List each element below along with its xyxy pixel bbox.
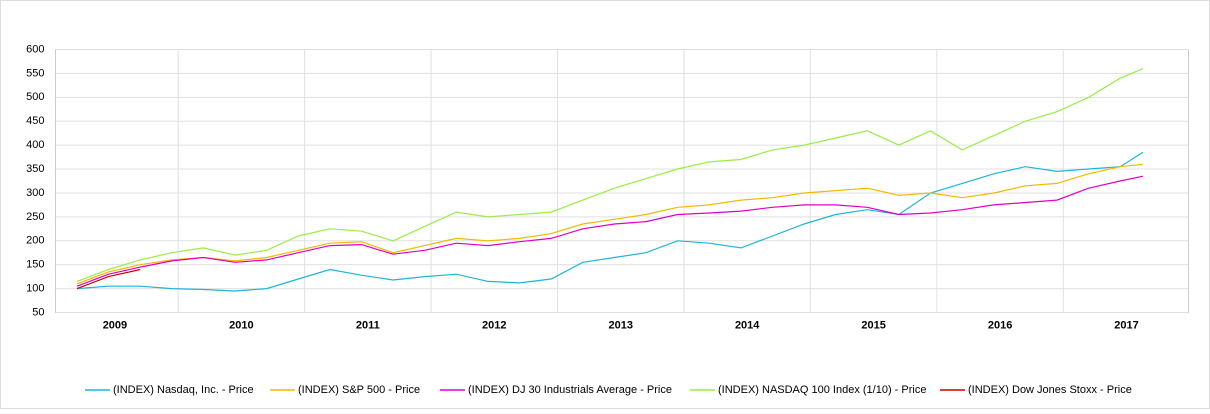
x-tick-label: 2017 <box>1114 319 1138 331</box>
y-tick-label: 250 <box>26 211 44 223</box>
series-line <box>76 268 141 290</box>
x-tick-label: 2015 <box>861 319 885 331</box>
y-tick-label: 400 <box>26 139 44 151</box>
series-line <box>76 151 1144 292</box>
x-tick-label: 2016 <box>988 319 1012 331</box>
plot-area <box>55 49 1189 313</box>
y-tick-label: 350 <box>26 163 44 175</box>
y-tick-label: 500 <box>26 91 44 103</box>
legend-label: (INDEX) Nasdaq, Inc. - Price <box>113 384 254 396</box>
y-tick-label: 50 <box>32 306 44 318</box>
x-tick-label: 2014 <box>735 319 760 331</box>
y-tick-label: 300 <box>26 187 44 199</box>
y-tick-label: 150 <box>26 259 44 271</box>
x-tick-label: 2013 <box>608 319 632 331</box>
legend-label: (INDEX) Dow Jones Stoxx - Price <box>968 384 1132 396</box>
y-tick-label: 100 <box>26 282 44 294</box>
y-tick-label: 200 <box>26 235 44 247</box>
legend-label: (INDEX) S&P 500 - Price <box>298 384 420 396</box>
y-tick-label: 550 <box>26 67 44 79</box>
x-tick-label: 2011 <box>356 319 380 331</box>
y-tick-label: 450 <box>26 115 44 127</box>
x-tick-label: 2010 <box>229 319 253 331</box>
series-line <box>76 68 1144 282</box>
series-line <box>76 163 1144 285</box>
x-tick-label: 2009 <box>103 319 127 331</box>
series-line <box>76 175 1144 287</box>
x-tick-label: 2012 <box>482 319 506 331</box>
legend-label: (INDEX) NASDAQ 100 Index (1/10) - Price <box>718 384 926 396</box>
legend-label: (INDEX) DJ 30 Industrials Average - Pric… <box>468 384 672 396</box>
y-tick-label: 600 <box>26 43 44 55</box>
